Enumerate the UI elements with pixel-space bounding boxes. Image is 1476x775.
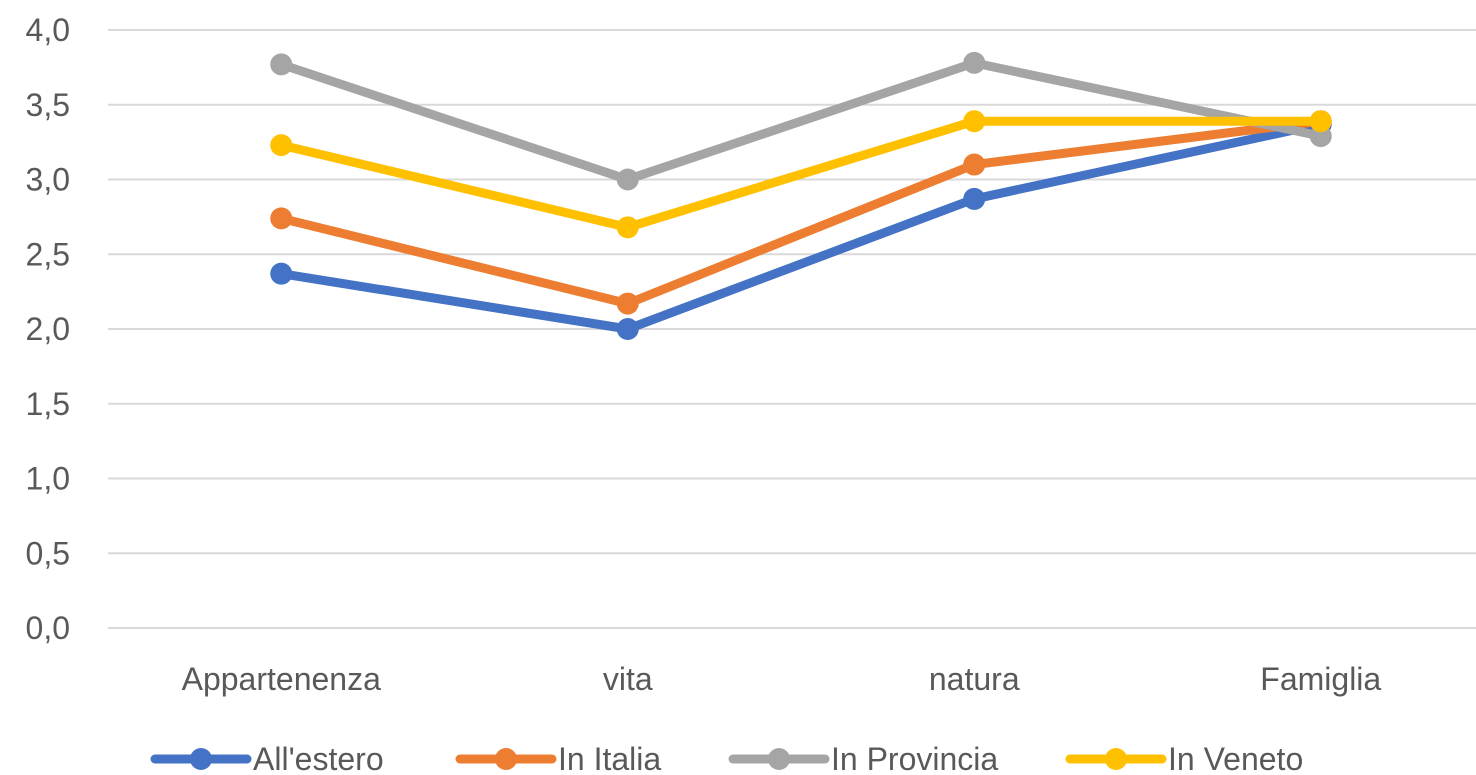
series-2 [270,51,1332,191]
legend-label: In Veneto [1168,741,1303,775]
data-point [1309,110,1332,133]
y-axis-tick-labels: 0,0 0,5 1,0 1,5 2,0 2,5 3,0 3,5 4,0 [26,12,70,646]
legend-label: In Provincia [831,741,998,775]
x-tick-label: Famiglia [1260,661,1381,697]
y-tick-label: 2,5 [26,236,70,272]
data-point [963,51,986,74]
y-tick-label: 2,0 [26,311,70,347]
legend-item: In Provincia [728,741,998,775]
data-point [616,216,639,239]
legend-item: All'estero [150,741,384,775]
data-point [270,134,293,157]
legend-marker [495,748,517,770]
series-1 [270,110,1332,315]
data-point [616,292,639,315]
y-tick-label: 1,0 [26,461,70,497]
legend-marker [1105,748,1127,770]
y-tick-label: 0,0 [26,610,70,646]
legend-marker [190,748,212,770]
x-axis-tick-labels: Appartenenza vita natura Famiglia [182,661,1382,697]
legend-item: In Veneto [1065,741,1303,775]
series-0 [270,113,1332,340]
y-tick-label: 4,0 [26,12,70,48]
legend-label: All'estero [253,741,384,775]
series-line [276,119,1326,334]
y-tick-label: 3,0 [26,162,70,198]
series-3 [270,110,1332,239]
y-tick-label: 3,5 [26,87,70,123]
y-tick-label: 1,5 [26,386,70,422]
x-tick-label: Appartenenza [182,661,381,697]
x-tick-label: vita [603,661,653,697]
data-point [616,168,639,191]
y-tick-label: 0,5 [26,535,70,571]
x-tick-label: natura [929,661,1020,697]
legend-label: In Italia [558,741,661,775]
series-lines [270,51,1332,340]
data-point [270,262,293,285]
gridlines [108,29,1476,629]
series-line [276,116,1326,309]
data-point [963,187,986,210]
legend: All'estero In Italia In Provincia In Veneto [150,741,1303,775]
series-line [276,116,1326,232]
data-point [616,318,639,340]
data-point [270,53,293,76]
data-point [963,153,986,176]
data-point [963,110,986,133]
series-line [276,58,1326,184]
legend-item: In Italia [455,741,661,775]
data-point [270,207,293,230]
legend-marker [768,748,790,770]
